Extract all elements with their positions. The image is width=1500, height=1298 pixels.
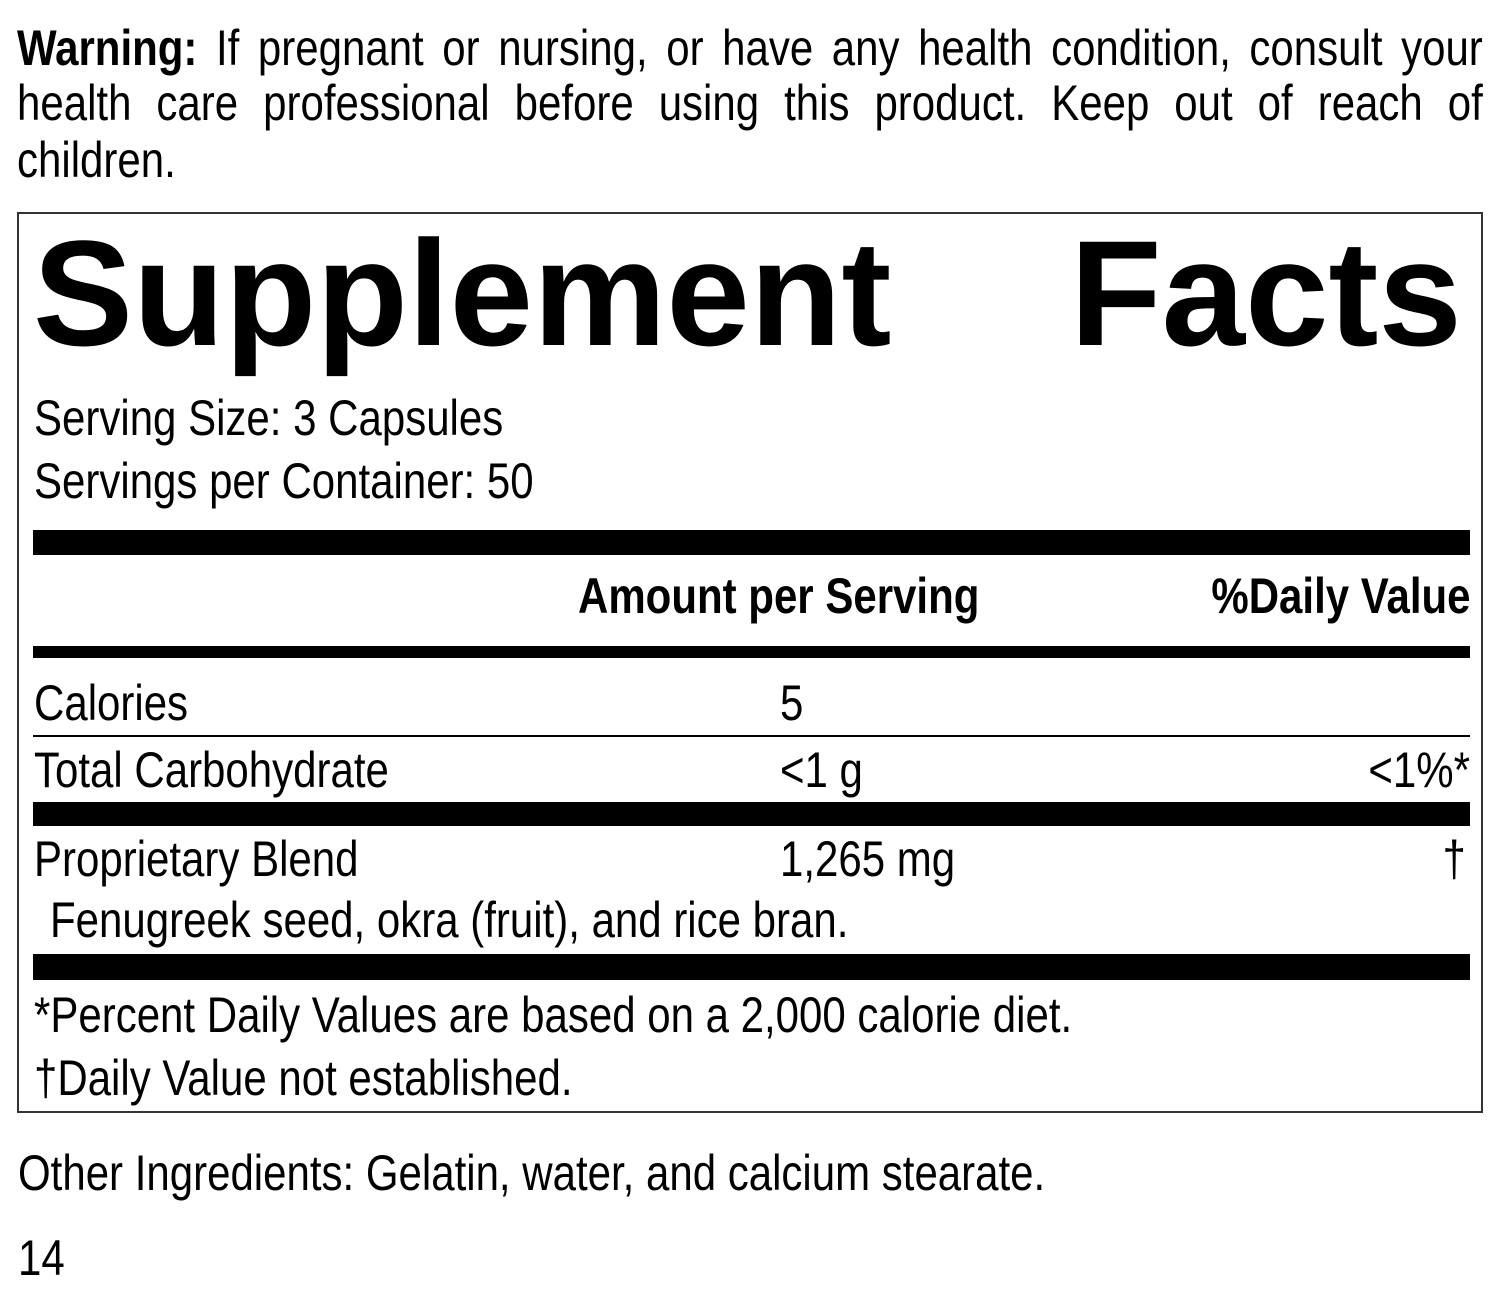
supplement-facts-panel (17, 212, 1483, 1113)
thin-divider (33, 735, 1470, 737)
thick-divider (33, 954, 1470, 980)
page-number: 14 (18, 1230, 65, 1286)
thick-divider (33, 802, 1470, 826)
footnote-not-established: †Daily Value not established. (34, 1050, 573, 1106)
blend-ingredients: Fenugreek seed, okra (fruit), and rice b… (50, 892, 849, 948)
medium-divider (33, 646, 1470, 658)
nutrient-name: Proprietary Blend (34, 831, 359, 887)
servings-per-container: Servings per Container: 50 (34, 453, 534, 509)
nutrient-name: Total Carbohydrate (34, 742, 389, 798)
other-ingredients: Other Ingredients: Gelatin, water, and c… (18, 1145, 1046, 1201)
warning-label: Warning: (17, 20, 198, 76)
footnote-daily-values: *Percent Daily Values are based on a 2,0… (34, 987, 1073, 1043)
nutrient-name: Calories (34, 675, 189, 731)
nutrient-daily-value: † (1442, 831, 1466, 887)
facts-title-word2: Facts (1070, 209, 1462, 377)
nutrient-daily-value: <1%* (1368, 742, 1470, 798)
serving-size: Serving Size: 3 Capsules (34, 390, 504, 446)
warning-line-1: Warning: If pregnant or nursing, or have… (17, 20, 1483, 76)
header-daily-value: %Daily Value (1210, 568, 1470, 624)
nutrient-amount: <1 g (780, 742, 863, 798)
thick-divider (33, 530, 1470, 555)
nutrient-amount: 1,265 mg (780, 831, 956, 887)
facts-title-word1: Supplement (33, 209, 892, 377)
header-amount-per-serving: Amount per Serving (578, 568, 980, 624)
warning-line-3: children. (17, 132, 176, 188)
warning-line-2: health care professional before using th… (17, 75, 1483, 131)
nutrient-amount: 5 (780, 675, 804, 731)
